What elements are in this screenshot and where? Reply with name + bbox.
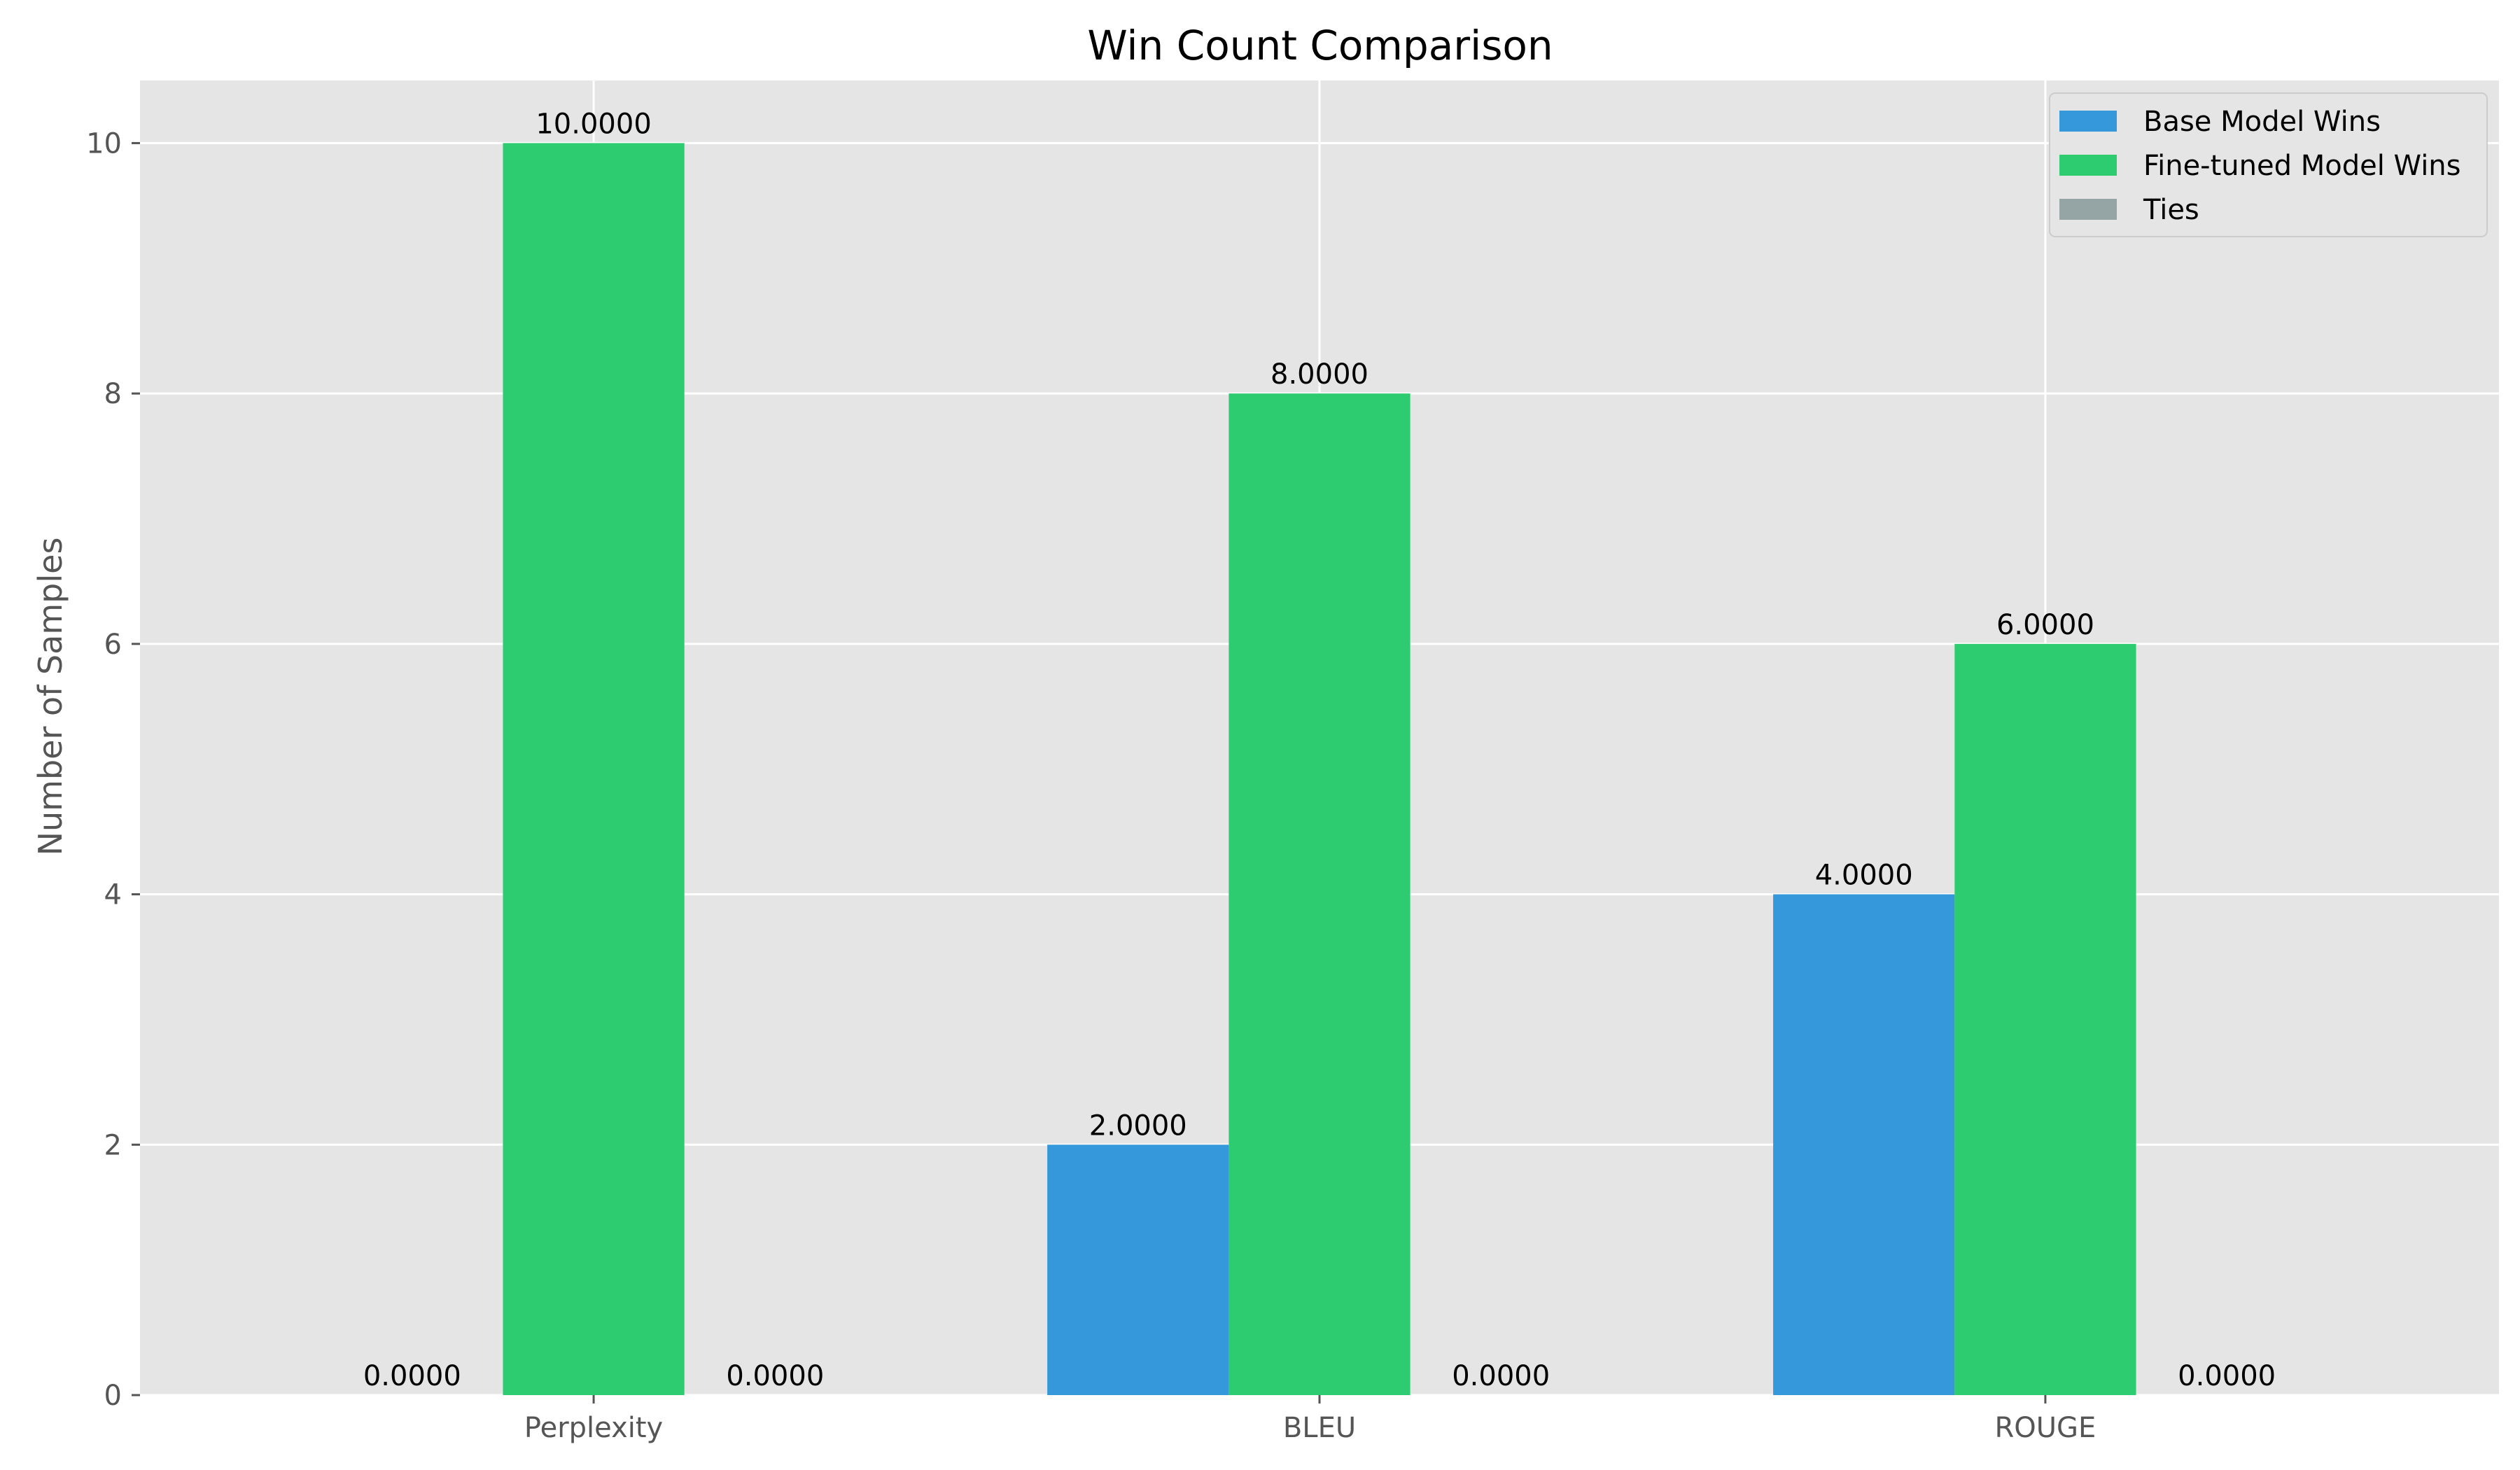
bar-value-label: 2.0000 [1089, 1110, 1187, 1142]
y-axis-label: Number of Samples [31, 538, 69, 856]
bar-value-labels: 0.0000 2.0000 4.0000 10.0000 8.0000 6.0000 0.0… [363, 108, 2276, 1392]
bar [1228, 393, 1410, 1396]
y-tick-label: 10 [86, 127, 122, 160]
x-tick-label: BLEU [1283, 1412, 1356, 1444]
legend-swatch [2059, 199, 2117, 220]
bar-value-label: 6.0000 [1996, 609, 2094, 641]
legend-label: Base Model Wins [2143, 106, 2381, 138]
bar-value-label: 0.0000 [2178, 1360, 2276, 1392]
legend: Base Model Wins Fine-tuned Model Wins Ties [2049, 92, 2488, 237]
bar [1954, 643, 2136, 1395]
legend-label: Fine-tuned Model Wins [2143, 150, 2461, 182]
y-tick-label: 0 [104, 1380, 122, 1412]
legend-swatch [2059, 111, 2117, 132]
bar [1047, 1144, 1229, 1395]
legend-swatch [2059, 155, 2117, 176]
bar [503, 143, 685, 1395]
bar-value-label: 10.0000 [536, 108, 651, 140]
legend-label: Ties [2143, 194, 2199, 226]
y-tick-label: 4 [104, 879, 122, 911]
axes: 0 2 4 6 8 10 Perplexity BLEU ROUGE [86, 127, 2096, 1444]
bars [503, 143, 2136, 1396]
y-tick-label: 6 [104, 629, 122, 661]
bar-value-label: 8.0000 [1270, 358, 1368, 391]
y-tick-label: 8 [104, 378, 122, 410]
x-tick-label: Perplexity [524, 1412, 663, 1444]
chart-title: Win Count Comparison [1087, 22, 1553, 69]
bar-value-label: 0.0000 [726, 1360, 824, 1392]
bar [1773, 894, 1955, 1395]
y-tick-label: 2 [104, 1129, 122, 1161]
legend-box [2049, 92, 2488, 237]
bar-value-label: 0.0000 [1452, 1360, 1550, 1392]
x-tick-label: ROUGE [1995, 1412, 2096, 1444]
bar-value-label: 0.0000 [363, 1360, 461, 1392]
bar-value-label: 4.0000 [1815, 860, 1913, 892]
